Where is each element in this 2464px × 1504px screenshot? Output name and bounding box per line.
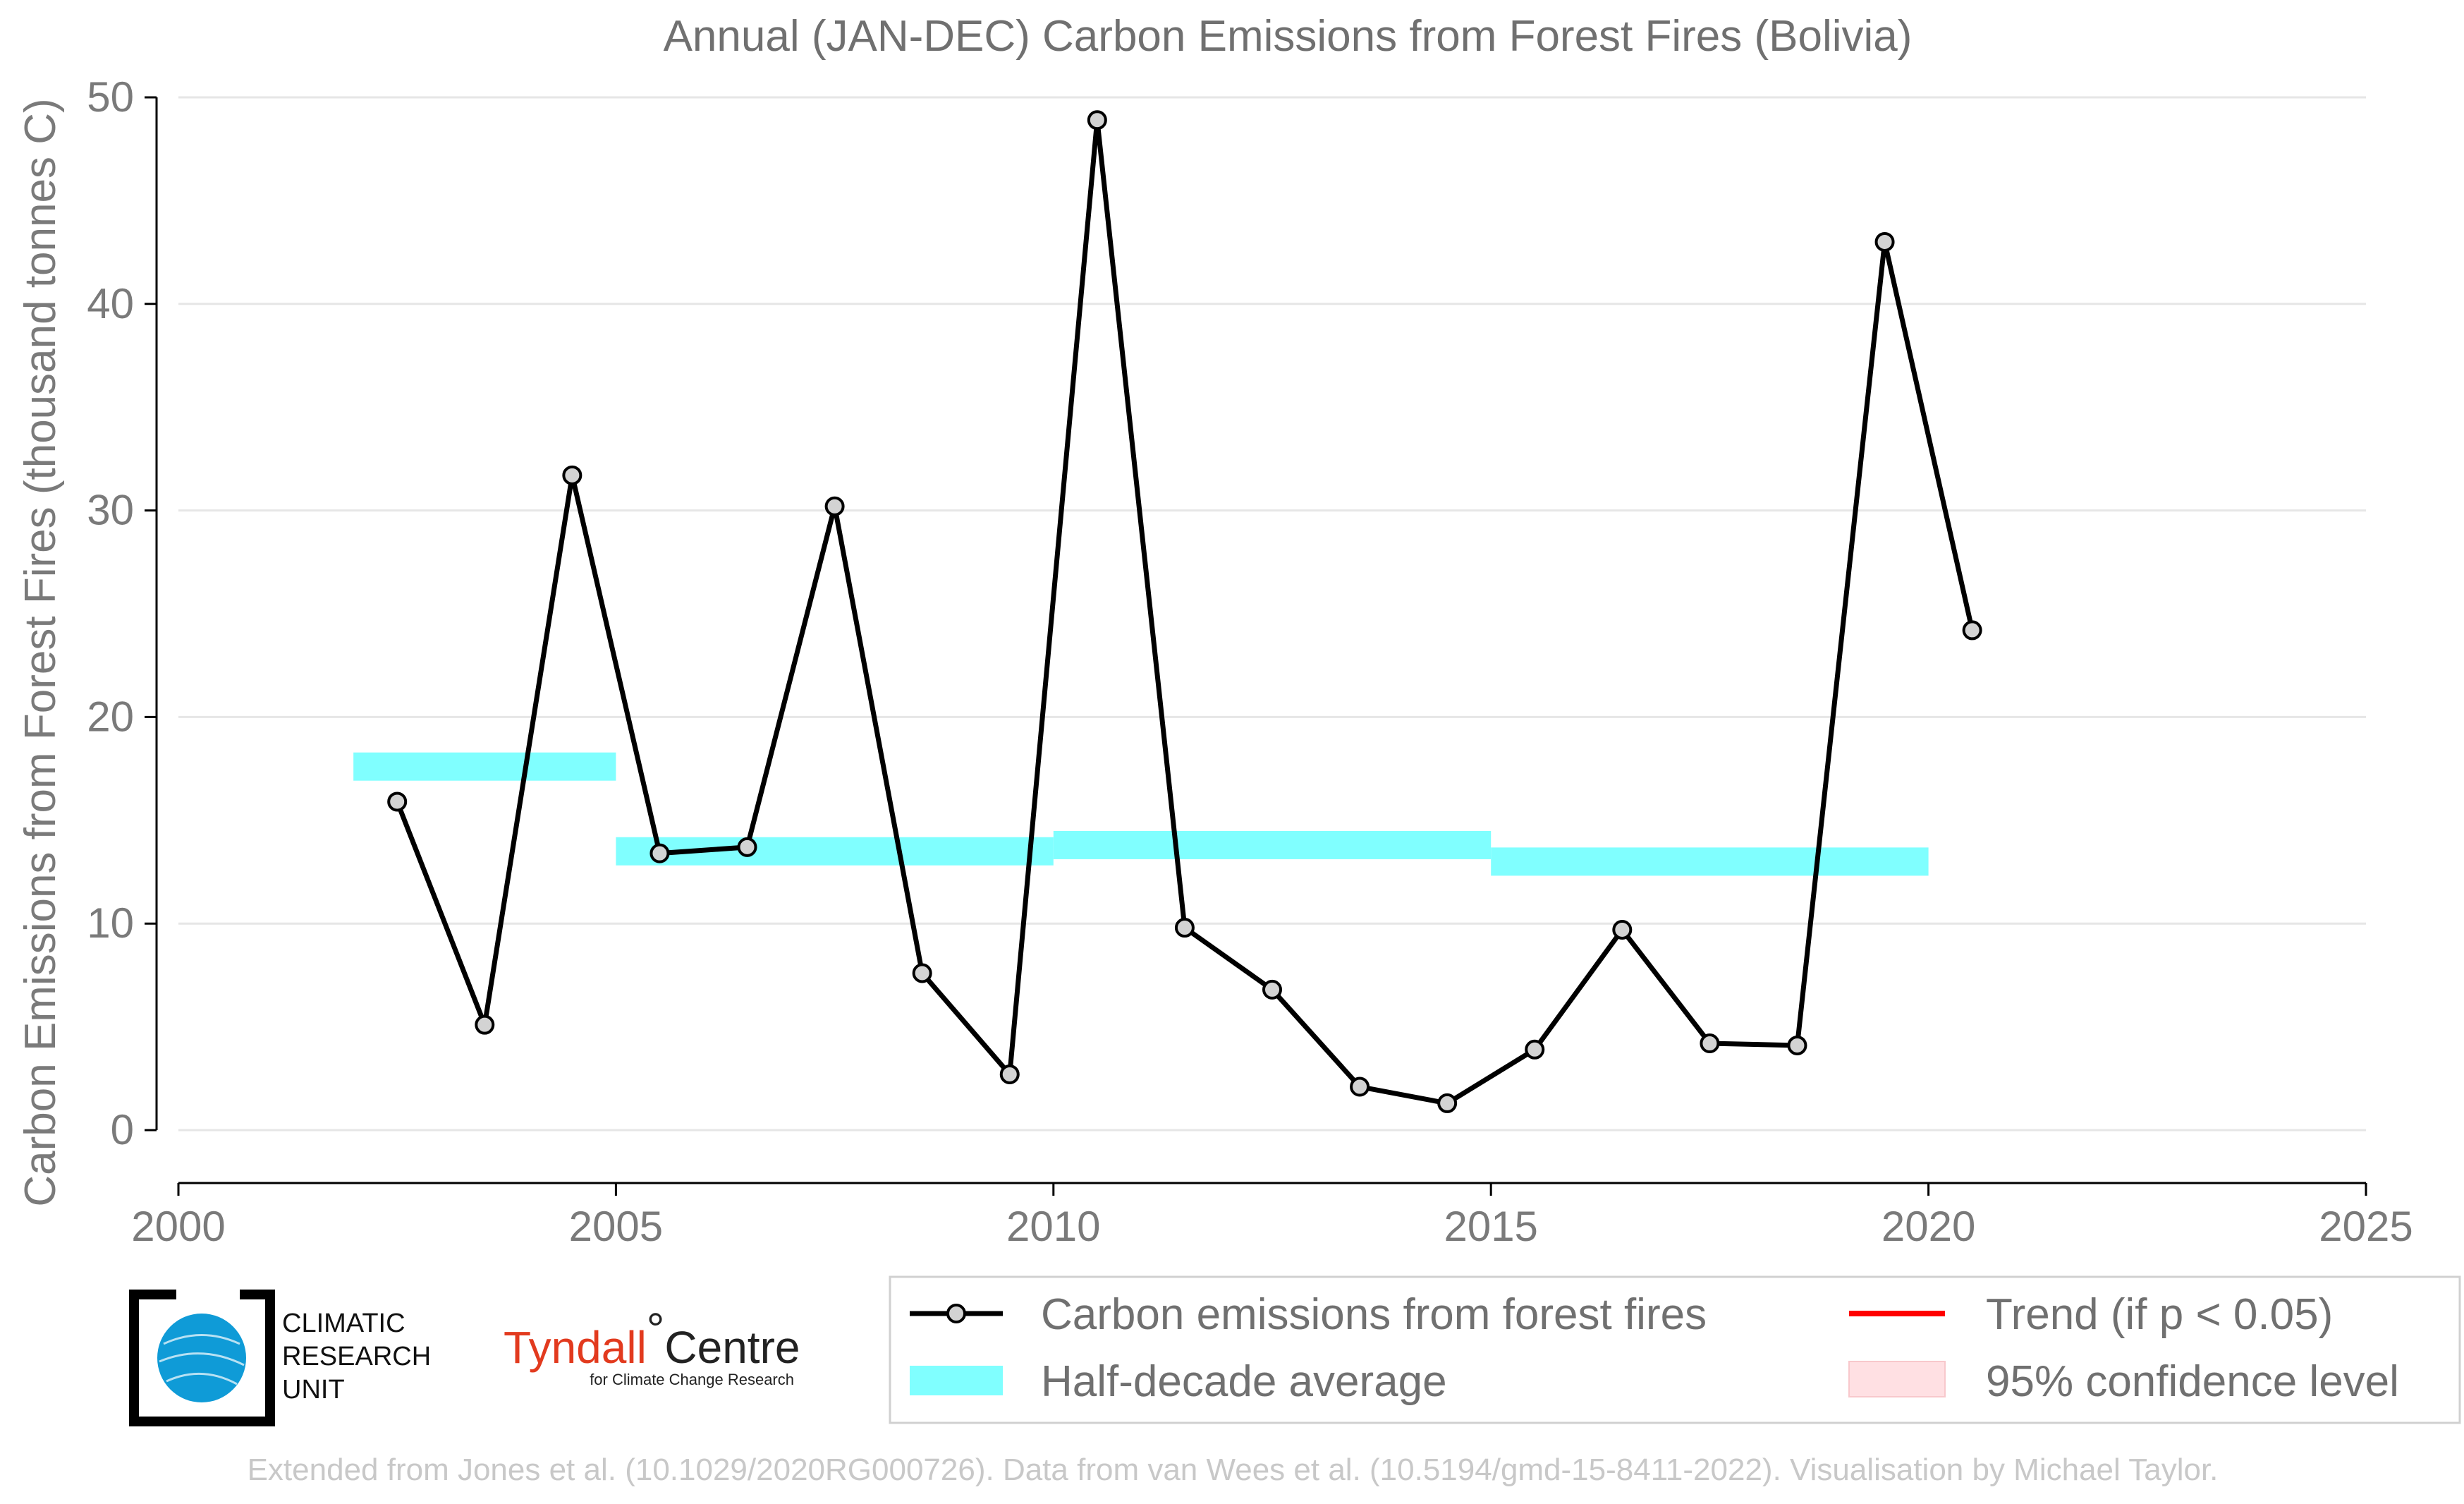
data-point [387, 792, 408, 812]
data-point [1437, 1093, 1458, 1113]
data-point [999, 1064, 1020, 1084]
half-decade-average-bands [353, 752, 1929, 876]
cru-logo: CLIMATIC RESEARCH UNIT [129, 1290, 431, 1426]
data-point [1174, 918, 1195, 938]
tyndall-name: Tyndall°Centre [504, 1304, 800, 1373]
chart-title: Annual (JAN-DEC) Carbon Emissions from F… [664, 12, 1913, 61]
legend-item-average: Half-decade average [910, 1357, 1447, 1406]
data-point [824, 496, 845, 516]
legend-label-average: Half-decade average [1041, 1357, 1447, 1406]
half-decade-band [1491, 847, 1929, 876]
cru-line-3: UNIT [282, 1375, 345, 1405]
data-point [1874, 231, 1895, 252]
y-tick-label: 10 [87, 899, 134, 947]
legend-average-swatch [910, 1366, 1003, 1395]
gridlines [145, 96, 2366, 1132]
tyndall-subtitle: for Climate Change Research [590, 1371, 794, 1388]
x-tick-labels: 2000 2005 2010 2015 2020 2025 [131, 1203, 2413, 1250]
legend-label-confidence: 95% confidence level [1986, 1357, 2399, 1406]
data-point [1612, 919, 1633, 940]
data-point [1262, 979, 1282, 1000]
y-axis-label: Carbon Emissions from Forest Fires (thou… [16, 98, 65, 1206]
legend-item-emissions: Carbon emissions from forest fires [910, 1290, 1707, 1339]
x-tick-label: 2010 [1006, 1203, 1100, 1250]
legend-item-confidence: 95% confidence level [1848, 1357, 2399, 1406]
legend: Carbon emissions from forest fires Trend… [889, 1275, 2461, 1424]
y-tick-labels: 0 10 20 30 40 50 [87, 73, 134, 1153]
cru-line-1: CLIMATIC [282, 1309, 405, 1338]
y-tick-label: 50 [87, 73, 134, 121]
x-tick-label: 2025 [2319, 1203, 2413, 1250]
legend-item-trend: Trend (if p < 0.05) [1849, 1290, 2333, 1339]
axes [155, 97, 2367, 1196]
series-emissions [387, 110, 1982, 1113]
y-tick-label: 30 [87, 487, 134, 534]
half-decade-band [353, 752, 616, 781]
legend-label-trend: Trend (if p < 0.05) [1986, 1290, 2333, 1339]
legend-label-emissions: Carbon emissions from forest fires [1041, 1290, 1707, 1339]
series-line [394, 117, 1975, 1106]
data-point [1787, 1035, 1807, 1055]
data-point [475, 1014, 495, 1035]
data-point [737, 837, 757, 857]
data-point [649, 843, 670, 863]
legend-marker-icon [946, 1304, 966, 1323]
data-point [1350, 1077, 1370, 1097]
data-point [1525, 1039, 1545, 1060]
legend-frame [889, 1275, 2461, 1424]
x-tick-label: 2005 [569, 1203, 663, 1250]
y-tick-label: 40 [87, 280, 134, 327]
y-tick-label: 0 [111, 1106, 134, 1153]
data-point [1962, 620, 1982, 641]
data-point [912, 963, 932, 983]
globe-icon [157, 1314, 246, 1402]
half-decade-band [1053, 830, 1492, 859]
data-point [562, 465, 583, 485]
x-tick-label: 2015 [1444, 1203, 1537, 1250]
y-tick-label: 20 [87, 693, 134, 740]
data-point [1700, 1033, 1720, 1054]
x-tick-label: 2020 [1881, 1203, 1975, 1250]
data-point [1087, 110, 1107, 131]
tyndall-logo: Tyndall°Centre for Climate Change Resear… [504, 1304, 800, 1388]
x-tick-label: 2000 [131, 1203, 225, 1250]
cru-bracket-icon [129, 1290, 275, 1426]
legend-confidence-swatch [1848, 1361, 1946, 1397]
cru-line-2: RESEARCH [282, 1342, 431, 1371]
footer-credit: Extended from Jones et al. (10.1029/2020… [248, 1453, 2219, 1487]
